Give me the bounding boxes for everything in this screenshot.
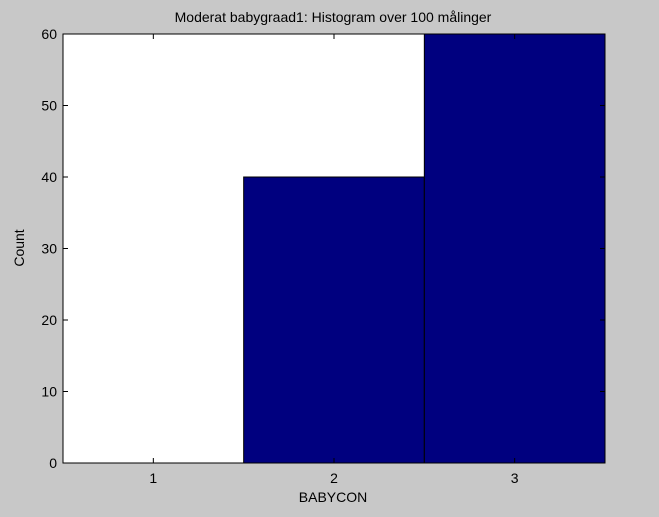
x-tick-label-1: 1 <box>149 470 157 486</box>
x-axis-ticks: 1 2 3 <box>149 34 519 486</box>
y-axis-label: Count <box>11 229 27 266</box>
y-tick-label-40: 40 <box>41 169 57 185</box>
y-tick-label-30: 30 <box>41 241 57 257</box>
bars-group <box>243 33 606 464</box>
chart-title: Moderat babygraad1: Histogram over 100 m… <box>175 9 492 25</box>
y-tick-label-0: 0 <box>49 455 57 471</box>
x-tick-label-3: 3 <box>511 470 519 486</box>
y-tick-label-10: 10 <box>41 384 57 400</box>
y-tick-label-20: 20 <box>41 312 57 328</box>
x-tick-label-2: 2 <box>330 470 338 486</box>
y-axis-ticks: 0 10 20 30 40 50 60 <box>41 26 605 471</box>
x-axis-label: BABYCON <box>299 489 367 505</box>
y-tick-label-50: 50 <box>41 98 57 114</box>
y-tick-label-60: 60 <box>41 26 57 42</box>
bar-2 <box>243 176 425 464</box>
bar-3 <box>423 33 606 464</box>
